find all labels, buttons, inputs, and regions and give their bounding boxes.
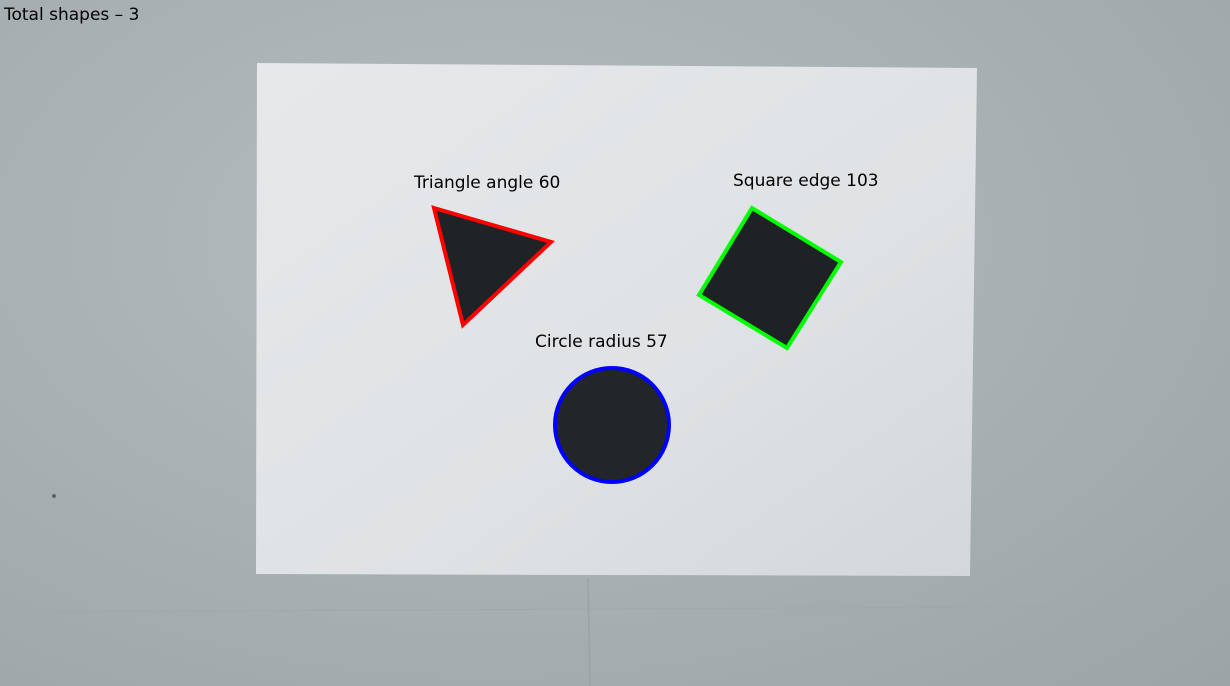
wall-seam-line-horizontal [0, 605, 1230, 613]
total-shapes-label: Total shapes – 3 [4, 5, 140, 25]
triangle-shape [431, 205, 555, 329]
wall-speck [52, 494, 56, 498]
square-shape [696, 205, 844, 351]
paper-surface [256, 63, 977, 576]
square-label: Square edge 103 [733, 171, 879, 191]
circle-shape [553, 366, 671, 484]
circle-label: Circle radius 57 [535, 332, 668, 352]
wall-seam-line [587, 577, 591, 686]
triangle-label: Triangle angle 60 [414, 173, 561, 193]
